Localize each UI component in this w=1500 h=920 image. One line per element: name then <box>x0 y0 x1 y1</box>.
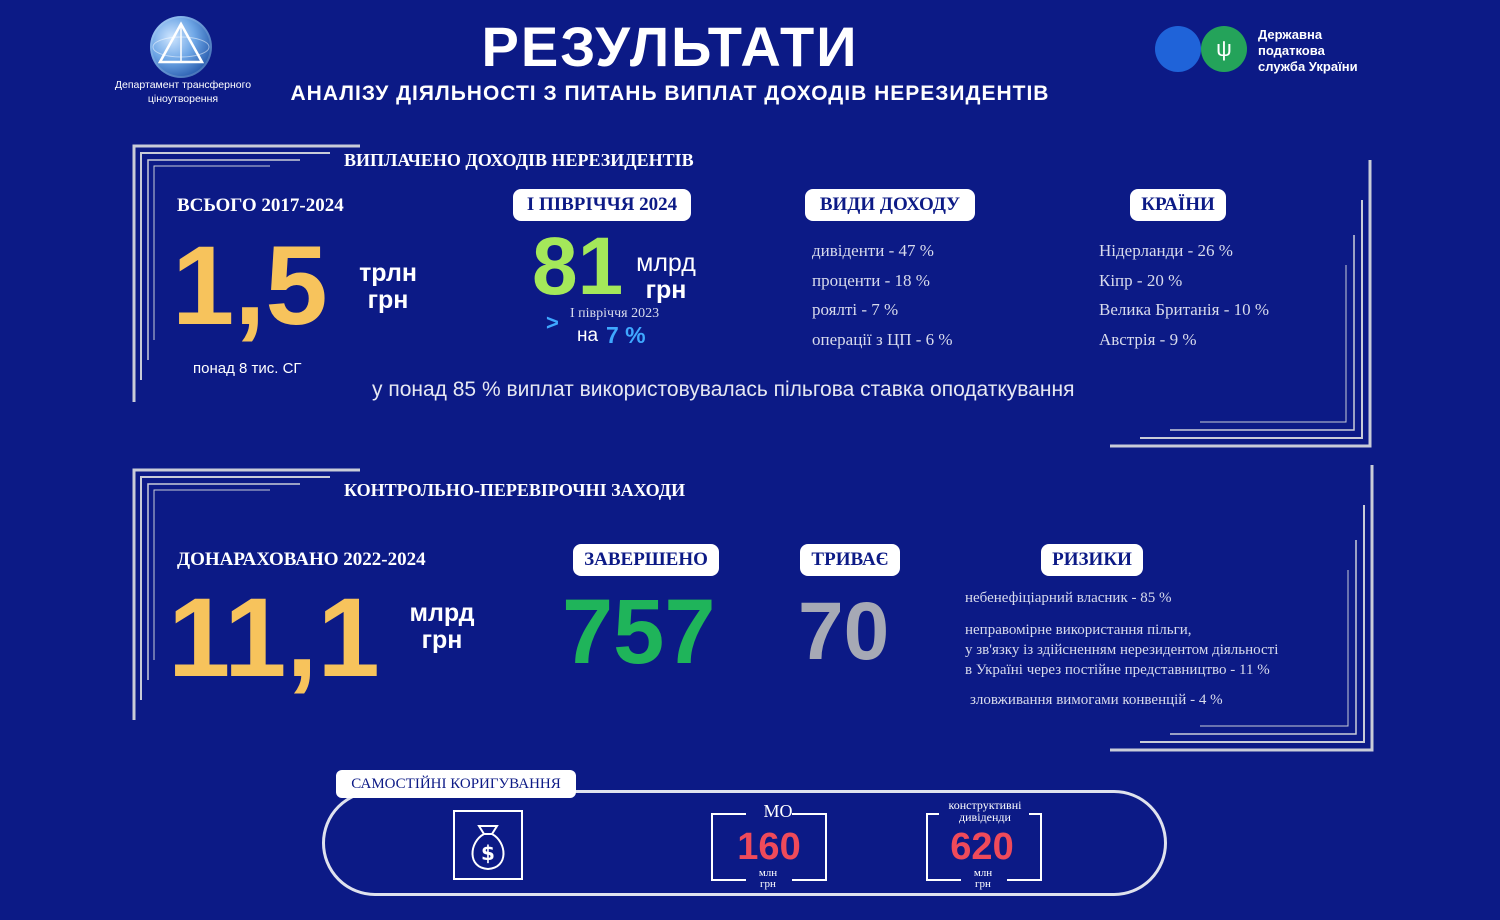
risk-item-permanent-establishment: неправомірне використання пільги, у зв'я… <box>965 620 1278 680</box>
assessed-value: 11,1 <box>168 575 380 700</box>
mo-unit: млн грн <box>738 868 798 890</box>
mo-value: 160 <box>737 826 801 868</box>
income-types-label: ВИДИ ДОХОДУ <box>805 189 975 221</box>
globe-icon <box>152 21 210 64</box>
risk-item-line: неправомірне використання пільги, <box>965 622 1192 638</box>
assessed-label: ДОНАРАХОВАНО 2022-2024 <box>177 549 426 570</box>
increase-arrow-icon: > <box>546 310 559 335</box>
assessed-unit-line2: грн <box>421 626 463 654</box>
total-unit-line2: грн <box>367 286 409 314</box>
risk-item-line: в Україні через постійне представництво … <box>965 662 1270 678</box>
half-year-unit-line1: млрд <box>636 249 696 277</box>
half-year-label: І ПІВРІЧЧЯ 2024 <box>513 189 691 221</box>
risk-item-beneficiary: небенефіціарний власник - 85 % <box>965 590 1172 606</box>
list-item: Кіпр - 20 % <box>1099 270 1183 290</box>
adjustments-label: САМОСТІЙНІ КОРИГУВАННЯ <box>336 770 576 798</box>
assessed-unit: млрд грн <box>402 600 482 654</box>
countries-list: Нідерланди - 26 % Кіпр - 20 % Велика Бри… <box>1099 236 1269 354</box>
assessed-unit-line1: млрд <box>409 599 475 627</box>
countries-label: КРАЇНИ <box>1130 189 1226 221</box>
list-item: роялті - 7 % <box>812 300 899 319</box>
agency-name: Державна податкова служба України <box>1258 27 1358 75</box>
dividends-label: конструктивні дивіденди <box>932 799 1038 823</box>
total-note: понад 8 тис. СГ <box>193 360 302 377</box>
department-name-line1: Департамент трансферного <box>114 79 252 91</box>
total-label: ВСЬОГО 2017-2024 <box>177 195 344 216</box>
half-year-unit: млрд грн <box>631 250 701 304</box>
compare-prefix: на <box>577 325 599 346</box>
risk-item-line: у зв'язку із здійсненням нерезидентом ді… <box>965 642 1279 658</box>
agency-logo-blue-circle <box>1155 26 1201 72</box>
list-item: проценти - 18 % <box>812 270 930 290</box>
risks-label: РИЗИКИ <box>1041 544 1143 576</box>
agency-logo-green-circle: ψ <box>1201 26 1247 72</box>
preferential-rate-note: у понад 85 % виплат використовувалась пі… <box>372 378 1075 401</box>
trident-icon: ψ <box>1216 36 1232 61</box>
dividends-frame <box>926 813 1042 881</box>
list-item: операції з ЦП - 6 % <box>812 329 953 349</box>
dividends-unit: млн грн <box>953 868 1013 890</box>
dividends-label-line2: дивіденди <box>959 810 1011 824</box>
mo-label: МО <box>763 801 793 821</box>
list-item: Нідерланди - 26 % <box>1099 241 1233 260</box>
dividends-value: 620 <box>950 826 1014 868</box>
list-item: дивіденти - 47 % <box>812 241 934 260</box>
department-name-line2: ціноутворення <box>147 93 219 105</box>
audits-section-title: КОНТРОЛЬНО-ПЕРЕВІРОЧНІ ЗАХОДИ <box>344 480 686 500</box>
list-item: Австрія - 9 % <box>1099 329 1197 349</box>
total-unit-line1: трлн <box>359 259 417 287</box>
money-bag-icon: $ <box>453 810 523 880</box>
adjustments-panel <box>322 790 1167 896</box>
agency-name-line1: Державна <box>1258 27 1323 42</box>
risk-item-treaty-abuse: зловживання вимогами конвенцій - 4 % <box>970 692 1223 708</box>
compare-value: 7 % <box>606 322 646 348</box>
mo-frame <box>711 813 827 881</box>
dividends-unit-line1: млн <box>973 867 993 879</box>
total-value: 1,5 <box>172 223 328 348</box>
completed-label: ЗАВЕРШЕНО <box>573 544 719 576</box>
completed-value: 757 <box>562 581 716 683</box>
half-year-value: 81 <box>532 221 624 312</box>
dividends-unit-line2: грн <box>975 878 991 890</box>
payments-section-title: ВИПЛАЧЕНО ДОХОДІВ НЕРЕЗИДЕНТІВ <box>344 150 694 170</box>
department-logo <box>150 16 212 78</box>
dividends-label-line1: конструктивні <box>948 798 1022 812</box>
svg-text:$: $ <box>481 841 495 865</box>
half-year-unit-line2: грн <box>645 276 687 304</box>
list-item: Велика Британія - 10 % <box>1099 300 1270 319</box>
ongoing-label: ТРИВАЄ <box>800 544 900 576</box>
mo-unit-line2: грн <box>760 878 776 890</box>
department-name: Департамент трансферного ціноутворення <box>108 78 258 106</box>
ongoing-value: 70 <box>798 586 890 677</box>
agency-name-line2: податкова <box>1258 43 1325 58</box>
page-title: РЕЗУЛЬТАТИ <box>481 15 859 78</box>
page-subtitle: АНАЛІЗУ ДІЯЛЬНОСТІ З ПИТАНЬ ВИПЛАТ ДОХОД… <box>290 82 1050 105</box>
total-unit: трлн грн <box>350 260 426 314</box>
mo-unit-line1: млн <box>758 867 778 879</box>
agency-name-line3: служба України <box>1258 59 1358 74</box>
income-types-list: дивіденти - 47 % проценти - 18 % роялті … <box>812 236 953 354</box>
compare-label: І півріччя 2023 <box>570 306 660 321</box>
